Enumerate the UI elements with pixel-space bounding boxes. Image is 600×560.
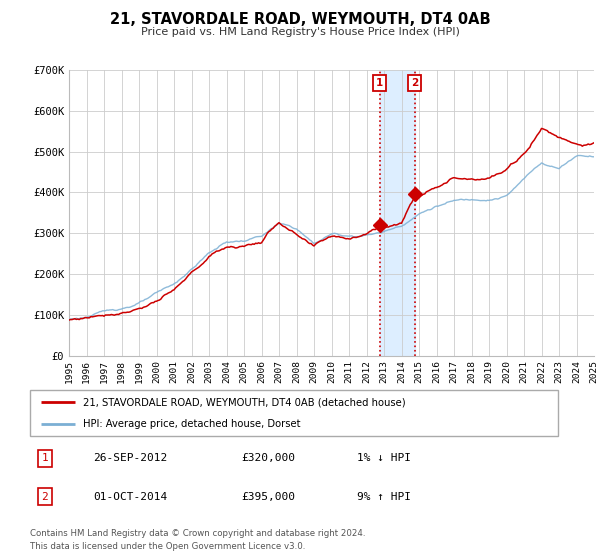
Text: 9% ↑ HPI: 9% ↑ HPI [358, 492, 412, 502]
FancyBboxPatch shape [30, 390, 558, 436]
Text: 2: 2 [41, 492, 48, 502]
Text: 21, STAVORDALE ROAD, WEYMOUTH, DT4 0AB: 21, STAVORDALE ROAD, WEYMOUTH, DT4 0AB [110, 12, 490, 27]
Text: £395,000: £395,000 [241, 492, 295, 502]
Text: 21, STAVORDALE ROAD, WEYMOUTH, DT4 0AB (detached house): 21, STAVORDALE ROAD, WEYMOUTH, DT4 0AB (… [83, 397, 406, 407]
Text: 01-OCT-2014: 01-OCT-2014 [94, 492, 167, 502]
Text: 26-SEP-2012: 26-SEP-2012 [94, 453, 167, 463]
Text: 1: 1 [376, 78, 383, 88]
Text: 1: 1 [41, 453, 48, 463]
Text: This data is licensed under the Open Government Licence v3.0.: This data is licensed under the Open Gov… [30, 542, 305, 551]
Text: HPI: Average price, detached house, Dorset: HPI: Average price, detached house, Dors… [83, 419, 301, 429]
Text: £320,000: £320,000 [241, 453, 295, 463]
Text: Price paid vs. HM Land Registry's House Price Index (HPI): Price paid vs. HM Land Registry's House … [140, 27, 460, 37]
Bar [380, 70, 415, 356]
Text: 1% ↓ HPI: 1% ↓ HPI [358, 453, 412, 463]
Text: 2: 2 [411, 78, 418, 88]
Text: Contains HM Land Registry data © Crown copyright and database right 2024.: Contains HM Land Registry data © Crown c… [30, 529, 365, 538]
